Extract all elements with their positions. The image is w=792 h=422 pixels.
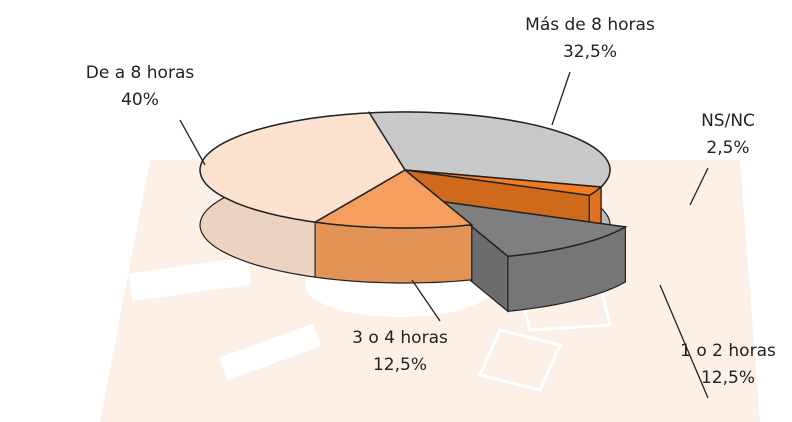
leader-line [552, 72, 570, 125]
chart: Más de 8 horas 32,5% NS/NC 2,5% 1 o 2 horas 1… [0, 0, 792, 422]
value-label: 40% [121, 90, 159, 110]
category-label: NS/NC [701, 111, 755, 131]
category-label: 1 o 2 horas [680, 341, 776, 361]
value-label: 12,5% [373, 355, 427, 375]
category-label: De a 8 horas [86, 63, 195, 83]
value-label: 32,5% [563, 42, 617, 62]
category-label: 3 o 4 horas [352, 328, 448, 348]
value-label: 12,5% [701, 368, 755, 388]
value-label: 2,5% [706, 138, 749, 158]
slice-side [315, 222, 472, 283]
category-label: Más de 8 horas [525, 15, 655, 35]
leader-line [180, 120, 205, 165]
